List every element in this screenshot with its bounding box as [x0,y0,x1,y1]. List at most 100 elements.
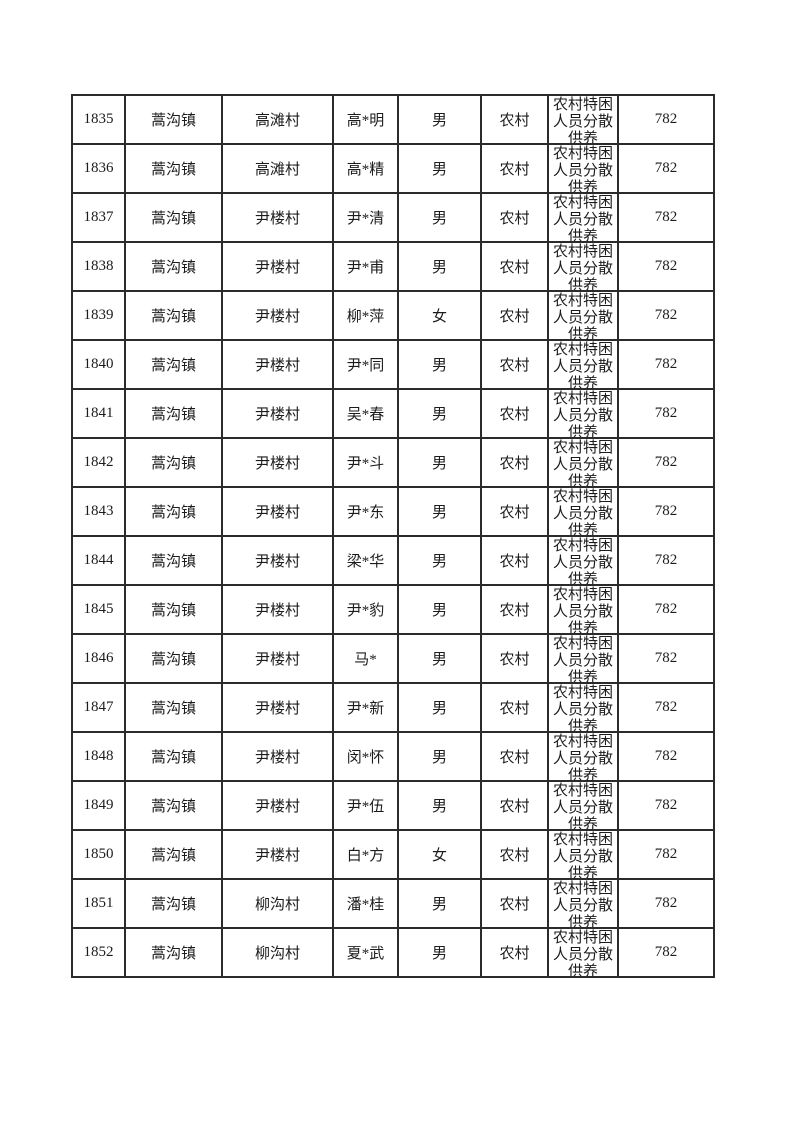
cell-amount: 782 [617,878,715,929]
cell-support-type: 农村特困人员分散供养 [547,388,619,439]
support-type-text: 农村特困人员分散供养 [552,832,613,878]
cell-name: 尹*东 [332,486,399,537]
table-row: 1844 蒿沟镇 尹楼村 梁*华男农村 农村特困人员分散供养 782 [71,535,715,586]
cell-category: 农村 [480,535,549,586]
table-row: 1841 蒿沟镇 尹楼村 吴*春男农村 农村特困人员分散供养 782 [71,388,715,439]
table-row: 1843 蒿沟镇 尹楼村 尹*东男农村 农村特困人员分散供养 782 [71,486,715,537]
support-type-text: 农村特困人员分散供养 [552,636,613,682]
table-row: 1848 蒿沟镇 尹楼村 闵*怀男农村 农村特困人员分散供养 782 [71,731,715,782]
cell-category: 农村 [480,927,549,978]
cell-name: 尹*新 [332,682,399,733]
cell-support-type: 农村特困人员分散供养 [547,290,619,341]
support-type-text: 农村特困人员分散供养 [552,342,613,388]
cell-village: 尹楼村 [221,192,334,243]
cell-support-type: 农村特困人员分散供养 [547,780,619,831]
cell-seq: 1843 [71,486,126,537]
cell-seq: 1848 [71,731,126,782]
cell-village: 高滩村 [221,94,334,145]
cell-seq: 1847 [71,682,126,733]
support-type-text: 农村特困人员分散供养 [552,195,613,241]
cell-amount: 782 [617,486,715,537]
cell-village: 尹楼村 [221,780,334,831]
cell-name: 马* [332,633,399,684]
cell-seq: 1851 [71,878,126,929]
cell-name: 吴*春 [332,388,399,439]
cell-gender: 男 [397,633,482,684]
cell-amount: 782 [617,94,715,145]
cell-amount: 782 [617,731,715,782]
cell-village: 尹楼村 [221,731,334,782]
cell-gender: 男 [397,927,482,978]
table-row: 1851 蒿沟镇 柳沟村 潘*桂男农村 农村特困人员分散供养 782 [71,878,715,929]
cell-village: 柳沟村 [221,878,334,929]
cell-gender: 男 [397,731,482,782]
cell-town: 蒿沟镇 [124,388,223,439]
cell-support-type: 农村特困人员分散供养 [547,94,619,145]
cell-village: 尹楼村 [221,290,334,341]
cell-name: 白*方 [332,829,399,880]
support-type-text: 农村特困人员分散供养 [552,146,613,192]
cell-town: 蒿沟镇 [124,437,223,488]
table-row: 1852 蒿沟镇 柳沟村 夏*武男农村 农村特困人员分散供养 782 [71,927,715,978]
cell-category: 农村 [480,878,549,929]
cell-support-type: 农村特困人员分散供养 [547,437,619,488]
cell-amount: 782 [617,241,715,292]
cell-seq: 1838 [71,241,126,292]
table-row: 1845 蒿沟镇 尹楼村 尹*豹男农村 农村特困人员分散供养 782 [71,584,715,635]
cell-village: 高滩村 [221,143,334,194]
support-type-text: 农村特困人员分散供养 [552,97,613,143]
support-type-text: 农村特困人员分散供养 [552,587,613,633]
cell-seq: 1835 [71,94,126,145]
cell-town: 蒿沟镇 [124,731,223,782]
cell-seq: 1844 [71,535,126,586]
cell-seq: 1852 [71,927,126,978]
cell-gender: 男 [397,192,482,243]
cell-name: 夏*武 [332,927,399,978]
cell-support-type: 农村特困人员分散供养 [547,927,619,978]
cell-amount: 782 [617,437,715,488]
cell-name: 尹*豹 [332,584,399,635]
cell-category: 农村 [480,94,549,145]
cell-name: 潘*桂 [332,878,399,929]
cell-town: 蒿沟镇 [124,241,223,292]
cell-town: 蒿沟镇 [124,633,223,684]
cell-name: 尹*同 [332,339,399,390]
support-type-text: 农村特困人员分散供养 [552,244,613,290]
cell-category: 农村 [480,780,549,831]
cell-gender: 男 [397,437,482,488]
cell-village: 柳沟村 [221,927,334,978]
cell-category: 农村 [480,241,549,292]
cell-support-type: 农村特困人员分散供养 [547,143,619,194]
support-type-text: 农村特困人员分散供养 [552,881,613,927]
cell-gender: 女 [397,829,482,880]
cell-gender: 男 [397,878,482,929]
support-type-text: 农村特困人员分散供养 [552,489,613,535]
cell-support-type: 农村特困人员分散供养 [547,633,619,684]
cell-category: 农村 [480,192,549,243]
cell-category: 农村 [480,682,549,733]
cell-gender: 男 [397,388,482,439]
cell-town: 蒿沟镇 [124,535,223,586]
cell-amount: 782 [617,584,715,635]
cell-support-type: 农村特困人员分散供养 [547,829,619,880]
support-type-text: 农村特困人员分散供养 [552,293,613,339]
cell-town: 蒿沟镇 [124,927,223,978]
cell-amount: 782 [617,290,715,341]
cell-village: 尹楼村 [221,486,334,537]
cell-name: 高*精 [332,143,399,194]
cell-seq: 1846 [71,633,126,684]
cell-category: 农村 [480,731,549,782]
cell-gender: 男 [397,535,482,586]
cell-gender: 男 [397,143,482,194]
cell-seq: 1839 [71,290,126,341]
support-type-text: 农村特困人员分散供养 [552,930,613,976]
printed-page-sheet: 1835 蒿沟镇 高滩村 高*明男农村 农村特困人员分散供养 782 1836 蒿沟镇 高滩村高… [71,94,715,978]
table-row: 1837 蒿沟镇 尹楼村 尹*清男农村 农村特困人员分散供养 782 [71,192,715,243]
beneficiary-table: 1835 蒿沟镇 高滩村 高*明男农村 农村特困人员分散供养 782 1836 蒿沟镇 高滩村高… [71,94,715,978]
support-type-text: 农村特困人员分散供养 [552,440,613,486]
cell-seq: 1850 [71,829,126,880]
cell-gender: 女 [397,290,482,341]
table-row: 1846 蒿沟镇 尹楼村 马* 男农村 农村特困人员分散供养 782 [71,633,715,684]
cell-town: 蒿沟镇 [124,584,223,635]
table-row: 1838 蒿沟镇 尹楼村 尹*甫男农村 农村特困人员分散供养 782 [71,241,715,292]
